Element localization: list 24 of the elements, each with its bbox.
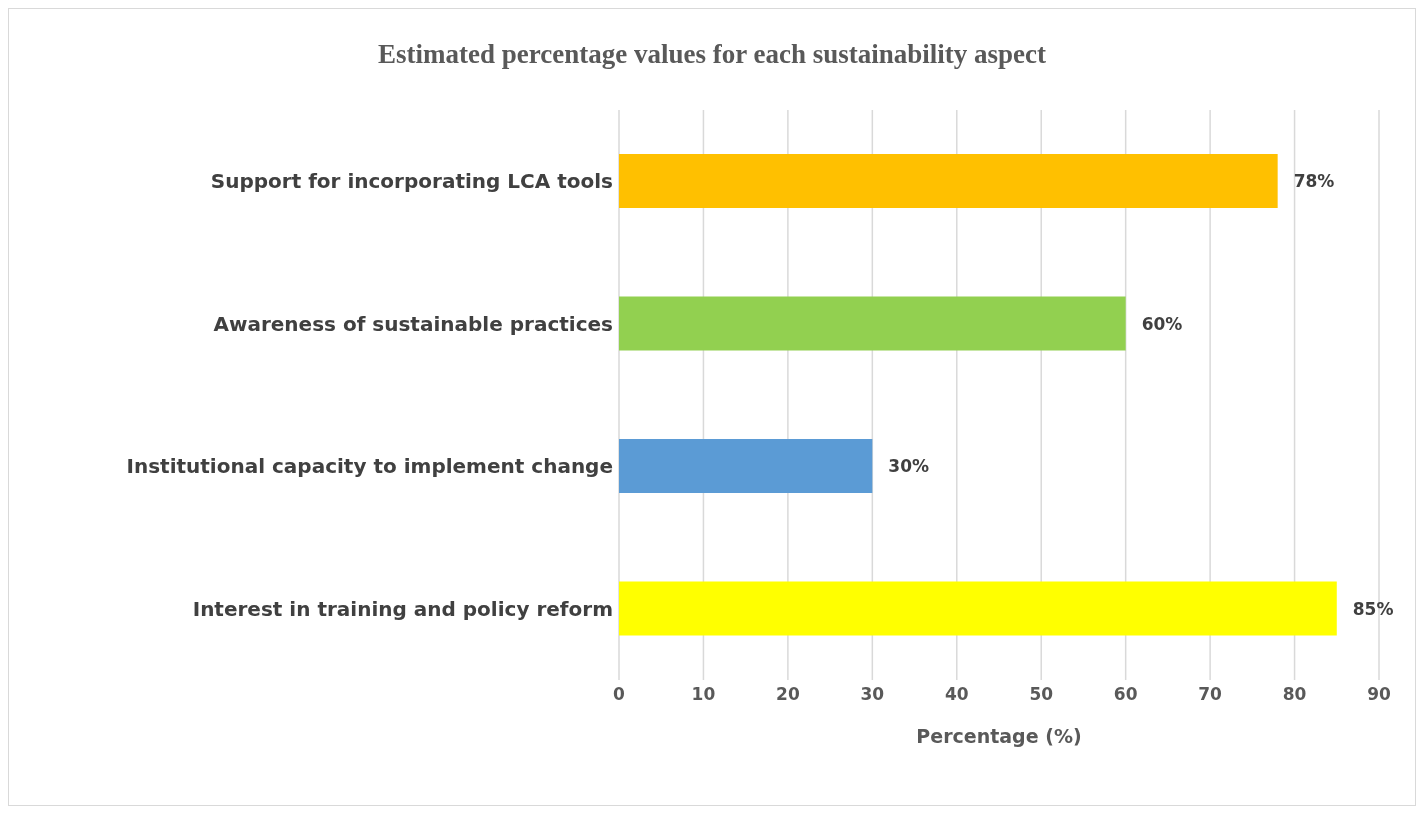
x-tick-label: 90 [1367, 684, 1391, 705]
data-label: 78% [1293, 171, 1335, 191]
data-label: 30% [888, 456, 930, 476]
x-tick-label: 60 [1113, 684, 1138, 705]
y-tick-label: Interest in training and policy reform [192, 596, 613, 621]
x-tick-label: 50 [1029, 684, 1054, 705]
x-tick-label: 80 [1282, 684, 1307, 705]
y-tick-label: Institutional capacity to implement change [126, 454, 613, 479]
bar [619, 581, 1337, 636]
bar [619, 439, 873, 493]
y-tick-label: Support for incorporating LCA tools [210, 169, 613, 194]
chart-title: Estimated percentage values for each sustainability aspect [377, 39, 1047, 70]
bar [619, 154, 1278, 208]
x-tick-label: 10 [691, 684, 716, 705]
data-label: 85% [1352, 598, 1394, 619]
bar [619, 296, 1126, 351]
data-label: 60% [1141, 313, 1183, 334]
x-tick-label: 70 [1198, 684, 1223, 705]
x-tick-label: 20 [776, 684, 800, 705]
x-tick-label: 40 [944, 684, 969, 705]
x-tick-label: 30 [860, 684, 885, 705]
x-axis-title: Percentage (%) [916, 725, 1082, 748]
x-tick-label: 0 [613, 684, 626, 705]
y-tick-label: Awareness of sustainable practices [213, 311, 613, 336]
